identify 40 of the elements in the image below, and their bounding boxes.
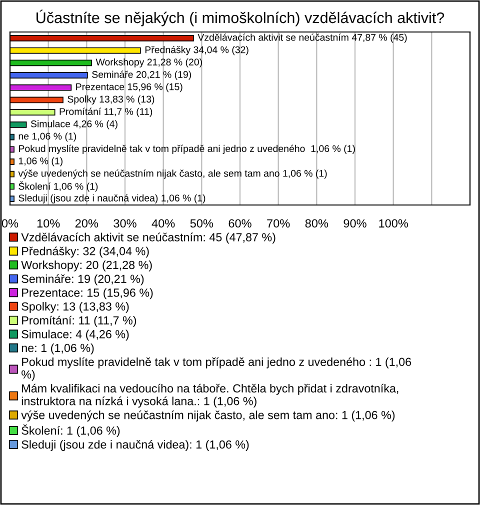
legend-label: Přednášky: 32 (34,04 %): [22, 246, 149, 258]
data-label: Semináře 20,21 % (19): [92, 70, 192, 80]
x-tick-label: 10%: [37, 219, 60, 228]
legend-label: Školení: 1 (1,06 %): [22, 424, 120, 438]
data-label: Pokud myslíte pravidelně tak v tom případě ani jedno z uvedeného 1,06 % (1): [19, 144, 355, 154]
data-label: Workshopy 21,28 % (20): [96, 58, 202, 68]
x-tick-label: 50%: [190, 219, 214, 228]
data-label: ne 1,06 % (1): [18, 132, 76, 142]
legend-label: Vzdělávacích aktivit se neúčastním: 45 (47,87 %): [21, 232, 276, 244]
x-tick-label: 20%: [75, 219, 98, 228]
legend-label: Prezentace: 15 (15,96 %): [22, 288, 153, 300]
legend-label: Simulace: 4 (4,26 %): [22, 330, 129, 341]
x-tick-label: 30%: [114, 219, 136, 228]
x-tick-label: 90%: [344, 219, 366, 228]
legend-label: Sleduji (jsou zde i naučná videa): 1 (1,06 %): [22, 440, 249, 451]
x-tick-label: 70%: [267, 219, 290, 228]
x-tick-label: 0%: [2, 219, 18, 228]
legend-label: Spolky: 13 (13,83 %): [22, 302, 129, 313]
x-tick-label: 80%: [305, 219, 328, 228]
x-tick-label: 100%: [379, 219, 408, 228]
data-label: Školení 1,06 % (1): [18, 181, 98, 192]
data-label: Prezentace 15,96 % (15): [76, 83, 182, 92]
legend-label: Pokud myslíte pravidelně tak v tom případě ani jedno z uvedeného : 1 (1,06 %): [22, 357, 412, 381]
data-label: Sleduji (jsou zde i naučná videa) 1,06 % (1): [18, 194, 206, 204]
data-label: Spolky 13,83 % (13): [68, 95, 154, 104]
legend-label: výše uvedených se neúčastním nijak často, ale sem tam ano: 1 (1,06 %): [21, 410, 395, 422]
data-label: 1,06 % (1): [18, 157, 62, 166]
x-tick-label: 60%: [228, 219, 252, 228]
data-label: Simulace 4,26 % (4): [30, 120, 118, 130]
data-label: Vzdělávacích aktivit se neúčastním 47,87 % (45): [198, 34, 407, 43]
legend-label: Promítání: 11 (11,7 %): [22, 316, 136, 327]
legend-label: ne: 1 (1,06 %): [22, 344, 94, 354]
chart-title: Účastníte se nějakých (i mimoškolních) vzdělávacích aktivit?: [36, 10, 444, 26]
legend-label: Workshopy: 20 (21,28 %): [21, 260, 152, 272]
legend-label: Mám kvalifikaci na vedoucího na táboře. Chtěla bych přidat i zdravotníka, instruktora na nízká i vysoká lana.: 1 (1,06 %): [22, 384, 398, 408]
legend-label: Semináře: 19 (20,21 %): [22, 274, 144, 286]
data-label: výše uvedených se neúčastním nijak často, ale sem tam ano 1,06 % (1): [18, 170, 327, 179]
x-tick-label: 40%: [152, 219, 175, 228]
data-label: Promítání 11,7 % (11): [60, 108, 152, 117]
data-label: Přednášky 34,04 % (32): [145, 46, 248, 56]
